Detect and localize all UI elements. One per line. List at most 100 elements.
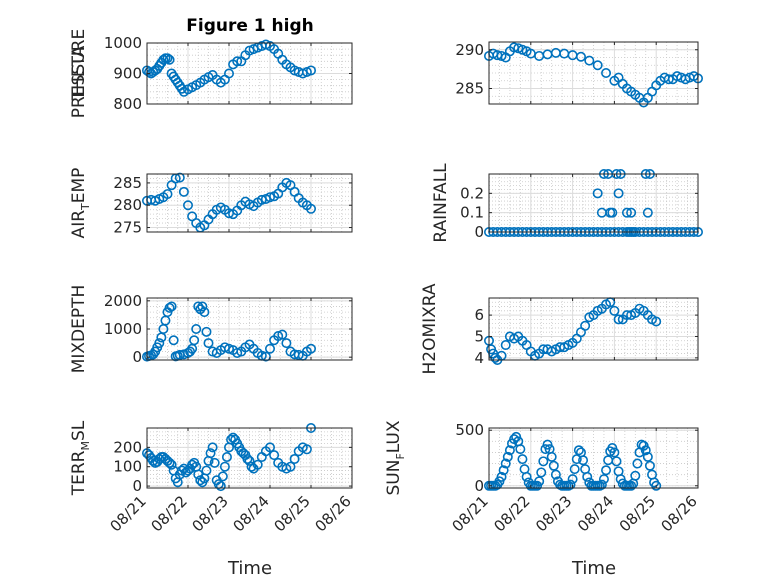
data-point bbox=[575, 51, 586, 62]
y-axis-label-part: EMP bbox=[69, 168, 89, 204]
axes-box bbox=[488, 41, 699, 105]
data-point bbox=[601, 68, 612, 79]
axes-box bbox=[146, 427, 353, 489]
data-point bbox=[185, 346, 196, 357]
data-point bbox=[578, 455, 589, 466]
y-axis-label-part: M bbox=[79, 441, 92, 451]
data-point bbox=[626, 480, 637, 491]
x-tick-label: 08/26 bbox=[312, 492, 355, 535]
data-point bbox=[502, 451, 513, 462]
y-tick-label: 285 bbox=[455, 80, 484, 98]
y-tick-label: 800 bbox=[113, 95, 142, 113]
x-tick-label: 08/24 bbox=[230, 492, 273, 535]
subplot-3: 275 280 285 AIRTEMP bbox=[69, 168, 353, 239]
x-axis-label-left: Time bbox=[227, 558, 272, 579]
data-point bbox=[164, 302, 175, 313]
data-point bbox=[550, 469, 561, 480]
data-point bbox=[219, 461, 230, 472]
y-tick-label: 6 bbox=[474, 306, 484, 324]
y-axis-label: TERRMSL bbox=[69, 420, 92, 496]
y-tick-label: 200 bbox=[113, 438, 142, 456]
data-point bbox=[611, 456, 622, 467]
data-point bbox=[521, 471, 532, 482]
data-point bbox=[191, 323, 202, 334]
data-point bbox=[580, 320, 591, 331]
y-tick-label: 0 bbox=[132, 477, 142, 495]
y-axis-label-part: LUX bbox=[384, 420, 404, 453]
data-point bbox=[281, 338, 292, 349]
data-point bbox=[203, 338, 214, 349]
y-tick-label: 280 bbox=[113, 196, 142, 214]
subplot-2: 285 290 THETA bbox=[69, 41, 703, 108]
x-tick-label: 08/24 bbox=[574, 492, 617, 535]
data-point bbox=[613, 188, 624, 199]
data-point bbox=[144, 66, 155, 77]
data-point bbox=[640, 445, 651, 456]
data-point bbox=[168, 335, 179, 346]
data-point bbox=[260, 351, 271, 362]
y-tick-label: 0.2 bbox=[460, 184, 484, 202]
data-point bbox=[609, 447, 620, 458]
data-point bbox=[305, 343, 316, 354]
data-point bbox=[154, 338, 165, 349]
y-tick-label: 4 bbox=[474, 349, 484, 367]
data-point bbox=[573, 445, 584, 456]
data-point bbox=[199, 307, 210, 318]
data-point bbox=[166, 459, 177, 470]
data-point bbox=[174, 172, 185, 183]
axes-box bbox=[488, 297, 699, 361]
data-point bbox=[183, 200, 194, 211]
data-point bbox=[598, 474, 609, 485]
data-point bbox=[293, 349, 304, 360]
data-point bbox=[221, 452, 232, 463]
data-point bbox=[232, 56, 243, 67]
x-axis-label-right: Time bbox=[571, 558, 616, 579]
y-tick-label: 1000 bbox=[104, 34, 142, 52]
data-point bbox=[205, 448, 216, 459]
data-point bbox=[277, 329, 288, 340]
data-point bbox=[642, 451, 653, 462]
data-point bbox=[197, 301, 208, 312]
y-tick-label: 0.1 bbox=[460, 204, 484, 222]
y-axis-label: THETA bbox=[69, 45, 89, 101]
y-axis-label-part: SUN bbox=[384, 460, 404, 496]
data-point bbox=[651, 316, 662, 327]
data-point bbox=[264, 192, 275, 203]
data-point bbox=[148, 455, 159, 466]
data-point bbox=[630, 470, 641, 481]
data-point bbox=[264, 442, 275, 453]
subplot-4: 00.1 0.2 RAINFALL bbox=[431, 163, 703, 243]
y-axis-label-part: F bbox=[394, 453, 407, 459]
data-point bbox=[609, 305, 620, 316]
data-point bbox=[517, 454, 528, 465]
y-tick-label: 100 bbox=[113, 458, 142, 476]
x-tick-label: 08/23 bbox=[189, 492, 232, 535]
data-point bbox=[632, 458, 643, 469]
data-point bbox=[166, 301, 177, 312]
figure-title: Figure 1 high bbox=[186, 16, 314, 36]
data-point bbox=[546, 451, 557, 462]
axes-box bbox=[488, 173, 699, 233]
data-point bbox=[592, 60, 603, 71]
data-point bbox=[607, 207, 618, 218]
data-point bbox=[642, 207, 653, 218]
data-point bbox=[500, 340, 511, 351]
x-tick-label: 08/25 bbox=[271, 492, 314, 535]
data-point bbox=[601, 465, 612, 476]
data-point bbox=[582, 471, 593, 482]
data-point bbox=[644, 460, 655, 471]
data-point bbox=[269, 450, 280, 461]
data-point bbox=[164, 457, 175, 468]
data-point bbox=[548, 460, 559, 471]
data-point bbox=[289, 453, 300, 464]
subplot-1: 800 900 1000 PRESSURE bbox=[69, 29, 353, 118]
x-tick-label: 08/22 bbox=[148, 492, 191, 535]
y-axis-label: RAINFALL bbox=[431, 163, 451, 243]
data-point bbox=[244, 455, 255, 466]
y-axis-label-part: TERR bbox=[69, 450, 89, 496]
data-point bbox=[536, 467, 547, 478]
y-axis-label: AIRTEMP bbox=[69, 168, 92, 239]
y-tick-label: 500 bbox=[455, 421, 484, 439]
